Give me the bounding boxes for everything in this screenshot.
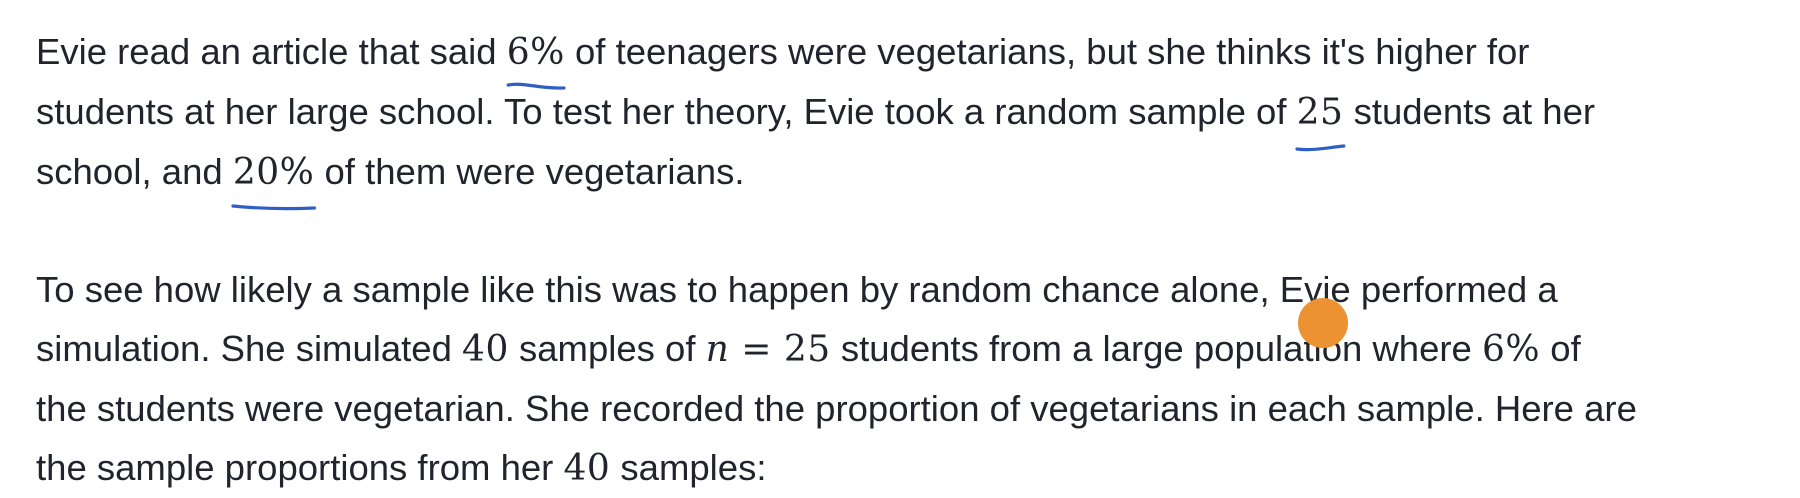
paragraph-1: Evie read an article that said 6% of tee…: [36, 22, 1776, 202]
math-sample-size: 25: [1296, 92, 1344, 133]
text-segment: simulation. She simulated: [36, 328, 463, 369]
text-segment: samples of: [508, 328, 706, 369]
text-segment: the sample proportions from her: [36, 447, 564, 488]
text-segment: of: [1540, 328, 1581, 369]
paragraph-2-line-2: simulation. She simulated 40 samples of …: [36, 319, 1776, 379]
math-num-samples: 40: [563, 448, 611, 489]
paragraph-2-line-4: the sample proportions from her 40 sampl…: [36, 438, 1776, 498]
math-stated-percent: 6%: [506, 32, 565, 73]
math-observed-percent: 20%: [232, 152, 315, 193]
text-segment: school, and: [36, 151, 233, 192]
math-population-percent: 6%: [1482, 329, 1541, 370]
math-equals: =: [729, 329, 784, 370]
paragraph-2-line-3: the students were vegetarian. She record…: [36, 388, 1637, 429]
paragraph-1-line-1: Evie read an article that said 6% of tee…: [36, 22, 1776, 82]
underlined-observed-percent: 20%: [233, 142, 315, 202]
paragraph-spacer: [36, 202, 1776, 260]
paragraph-1-line-2: students at her large school. To test he…: [36, 82, 1776, 142]
text-segment: students at her large school. To test he…: [36, 91, 1297, 132]
text-segment: samples:: [610, 447, 767, 488]
problem-text: Evie read an article that said 6% of tee…: [36, 22, 1776, 498]
text-segment: Evie read an article that said: [36, 31, 507, 72]
math-n-variable: n: [705, 329, 730, 370]
pointer-cursor-dot: [1298, 298, 1348, 348]
math-num-samples: 40: [462, 329, 509, 370]
text-segment: of teenagers were vegetarians, but she t…: [564, 31, 1530, 72]
text-segment: students from a large population where: [830, 328, 1482, 369]
paragraph-2-line-1: To see how likely a sample like this was…: [36, 269, 1558, 310]
text-segment: of them were vegetarians.: [314, 151, 745, 192]
underlined-stated-percent: 6%: [507, 22, 565, 82]
text-segment: students at her: [1343, 91, 1596, 132]
paragraph-1-line-3: school, and 20% of them were vegetarians…: [36, 142, 1776, 202]
math-n-value: 25: [783, 329, 831, 370]
paragraph-2: To see how likely a sample like this was…: [36, 260, 1776, 498]
underlined-sample-size: 25: [1297, 82, 1344, 142]
